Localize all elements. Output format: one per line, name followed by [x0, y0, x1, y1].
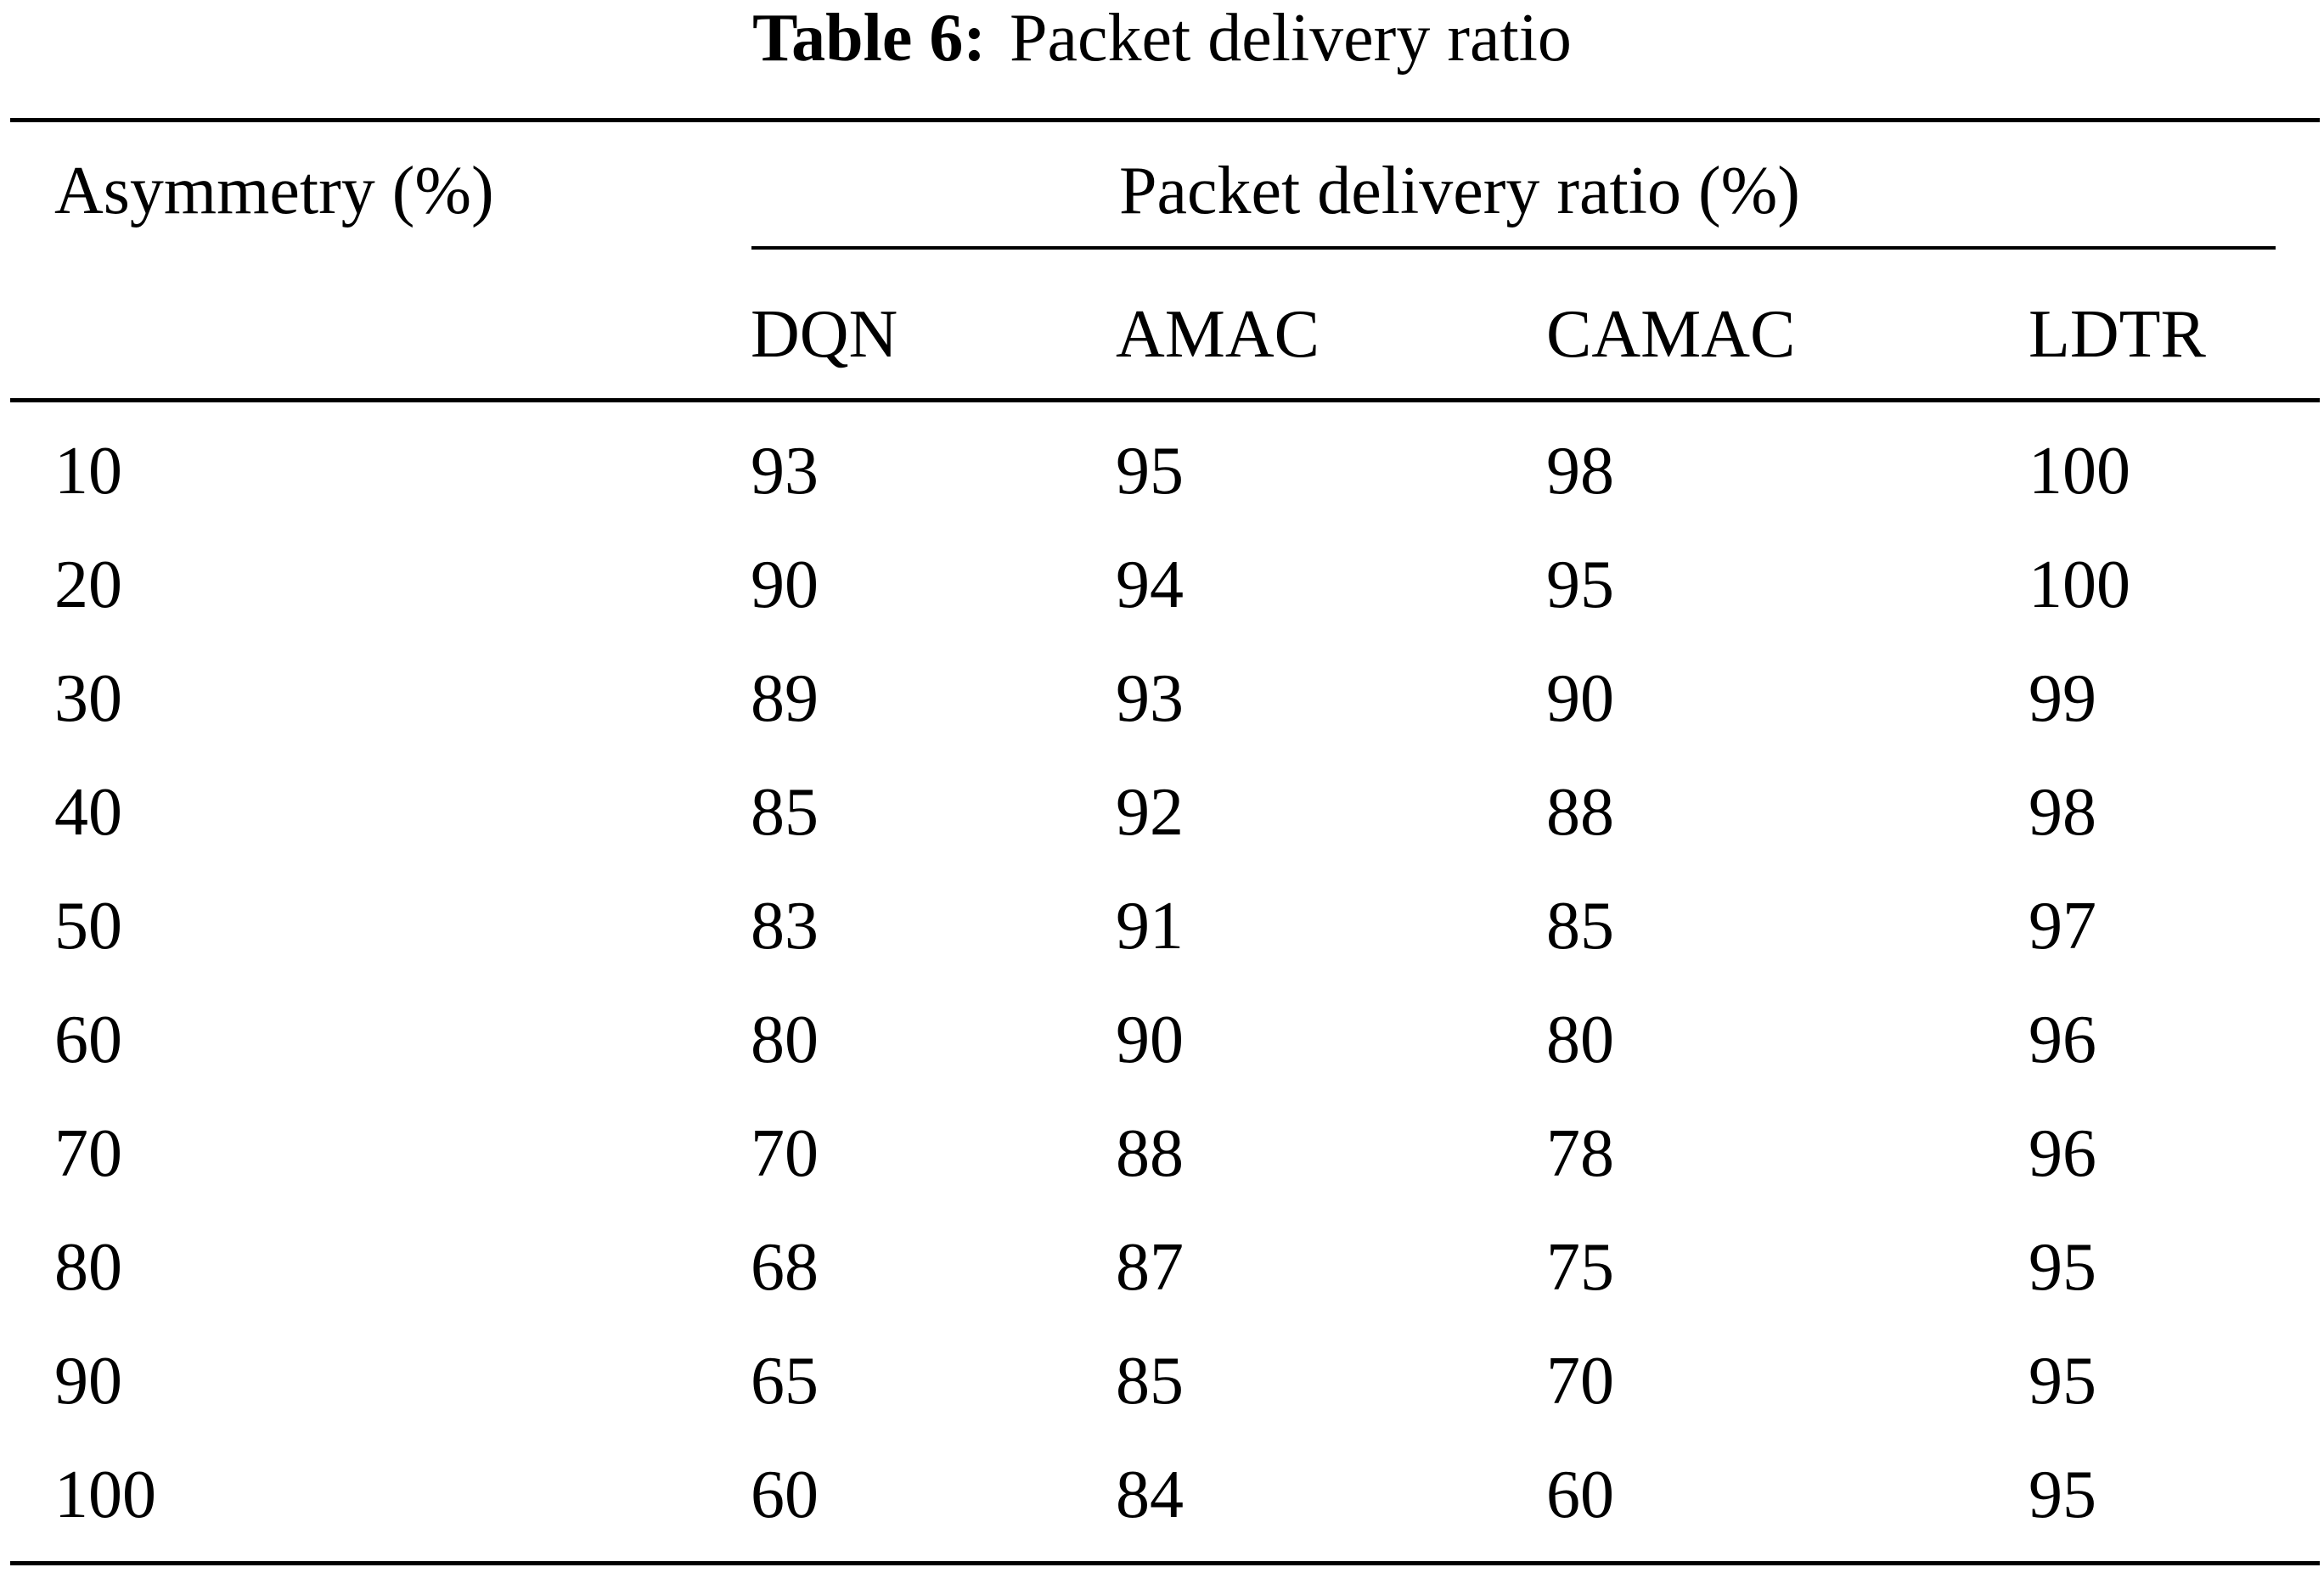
camac-cell: 80 [1546, 1003, 1614, 1077]
camac-cell: 70 [1546, 1344, 1614, 1419]
camac-cell: 78 [1546, 1116, 1614, 1191]
dqn-cell: 80 [751, 1003, 819, 1077]
ldtr-cell: 95 [2029, 1230, 2096, 1305]
camac-cell: 98 [1546, 434, 1614, 508]
table-row: 70 70 88 78 96 [0, 1115, 2324, 1229]
asymmetry-cell: 40 [54, 775, 122, 850]
dqn-cell: 93 [751, 434, 819, 508]
table-caption: Table 6: Packet delivery ratio [0, 0, 2324, 85]
amac-cell: 90 [1116, 1003, 1184, 1077]
table-row: 100 60 84 60 95 [0, 1457, 2324, 1570]
camac-cell: 90 [1546, 661, 1614, 736]
table-row: 10 93 95 98 100 [0, 433, 2324, 547]
amac-cell: 95 [1116, 434, 1184, 508]
ldtr-cell: 98 [2029, 775, 2096, 850]
amac-cell: 91 [1116, 889, 1184, 963]
ldtr-cell: 95 [2029, 1344, 2096, 1419]
asymmetry-cell: 70 [54, 1116, 122, 1191]
asymmetry-cell: 80 [54, 1230, 122, 1305]
column-header-camac: CAMAC [1546, 297, 1796, 372]
camac-cell: 85 [1546, 889, 1614, 963]
asymmetry-cell: 10 [54, 434, 122, 508]
bottom-rule [10, 1561, 2320, 1565]
table-row: 30 89 93 90 99 [0, 660, 2324, 774]
camac-cell: 88 [1546, 775, 1614, 850]
dqn-cell: 70 [751, 1116, 819, 1191]
ldtr-cell: 99 [2029, 661, 2096, 736]
asymmetry-cell: 60 [54, 1003, 122, 1077]
asymmetry-cell: 90 [54, 1344, 122, 1419]
dqn-cell: 89 [751, 661, 819, 736]
ldtr-cell: 96 [2029, 1003, 2096, 1077]
camac-cell: 75 [1546, 1230, 1614, 1305]
dqn-cell: 60 [751, 1458, 819, 1532]
dqn-cell: 68 [751, 1230, 819, 1305]
top-rule [10, 118, 2320, 122]
amac-cell: 85 [1116, 1344, 1184, 1419]
table-row: 60 80 90 80 96 [0, 1002, 2324, 1115]
amac-cell: 84 [1116, 1458, 1184, 1532]
table-row: 40 85 92 88 98 [0, 774, 2324, 888]
dqn-cell: 90 [751, 548, 819, 622]
caption-title: Packet delivery ratio [1009, 1, 1572, 76]
table-row: 50 83 91 85 97 [0, 888, 2324, 1002]
table-row: 20 90 94 95 100 [0, 547, 2324, 660]
amac-cell: 88 [1116, 1116, 1184, 1191]
column-header-amac: AMAC [1116, 297, 1320, 372]
camac-cell: 95 [1546, 548, 1614, 622]
asymmetry-cell: 50 [54, 889, 122, 963]
ldtr-cell: 100 [2029, 548, 2130, 622]
table-row: 90 65 85 70 95 [0, 1343, 2324, 1457]
group-rule [751, 246, 2276, 250]
dqn-cell: 85 [751, 775, 819, 850]
asymmetry-cell: 100 [54, 1458, 156, 1532]
camac-cell: 60 [1546, 1458, 1614, 1532]
amac-cell: 94 [1116, 548, 1184, 622]
header-rule [10, 398, 2320, 402]
asymmetry-cell: 20 [54, 548, 122, 622]
column-header-dqn: DQN [751, 297, 898, 372]
amac-cell: 93 [1116, 661, 1184, 736]
caption-label: Table 6: [752, 1, 986, 76]
amac-cell: 92 [1116, 775, 1184, 850]
ldtr-cell: 96 [2029, 1116, 2096, 1191]
amac-cell: 87 [1116, 1230, 1184, 1305]
row-header: Asymmetry (%) [54, 154, 494, 228]
group-header: Packet delivery ratio (%) [1119, 154, 1800, 228]
dqn-cell: 65 [751, 1344, 819, 1419]
dqn-cell: 83 [751, 889, 819, 963]
ldtr-cell: 97 [2029, 889, 2096, 963]
ldtr-cell: 95 [2029, 1458, 2096, 1532]
ldtr-cell: 100 [2029, 434, 2130, 508]
column-header-ldtr: LDTR [2029, 297, 2206, 372]
asymmetry-cell: 30 [54, 661, 122, 736]
table-row: 80 68 87 75 95 [0, 1229, 2324, 1343]
